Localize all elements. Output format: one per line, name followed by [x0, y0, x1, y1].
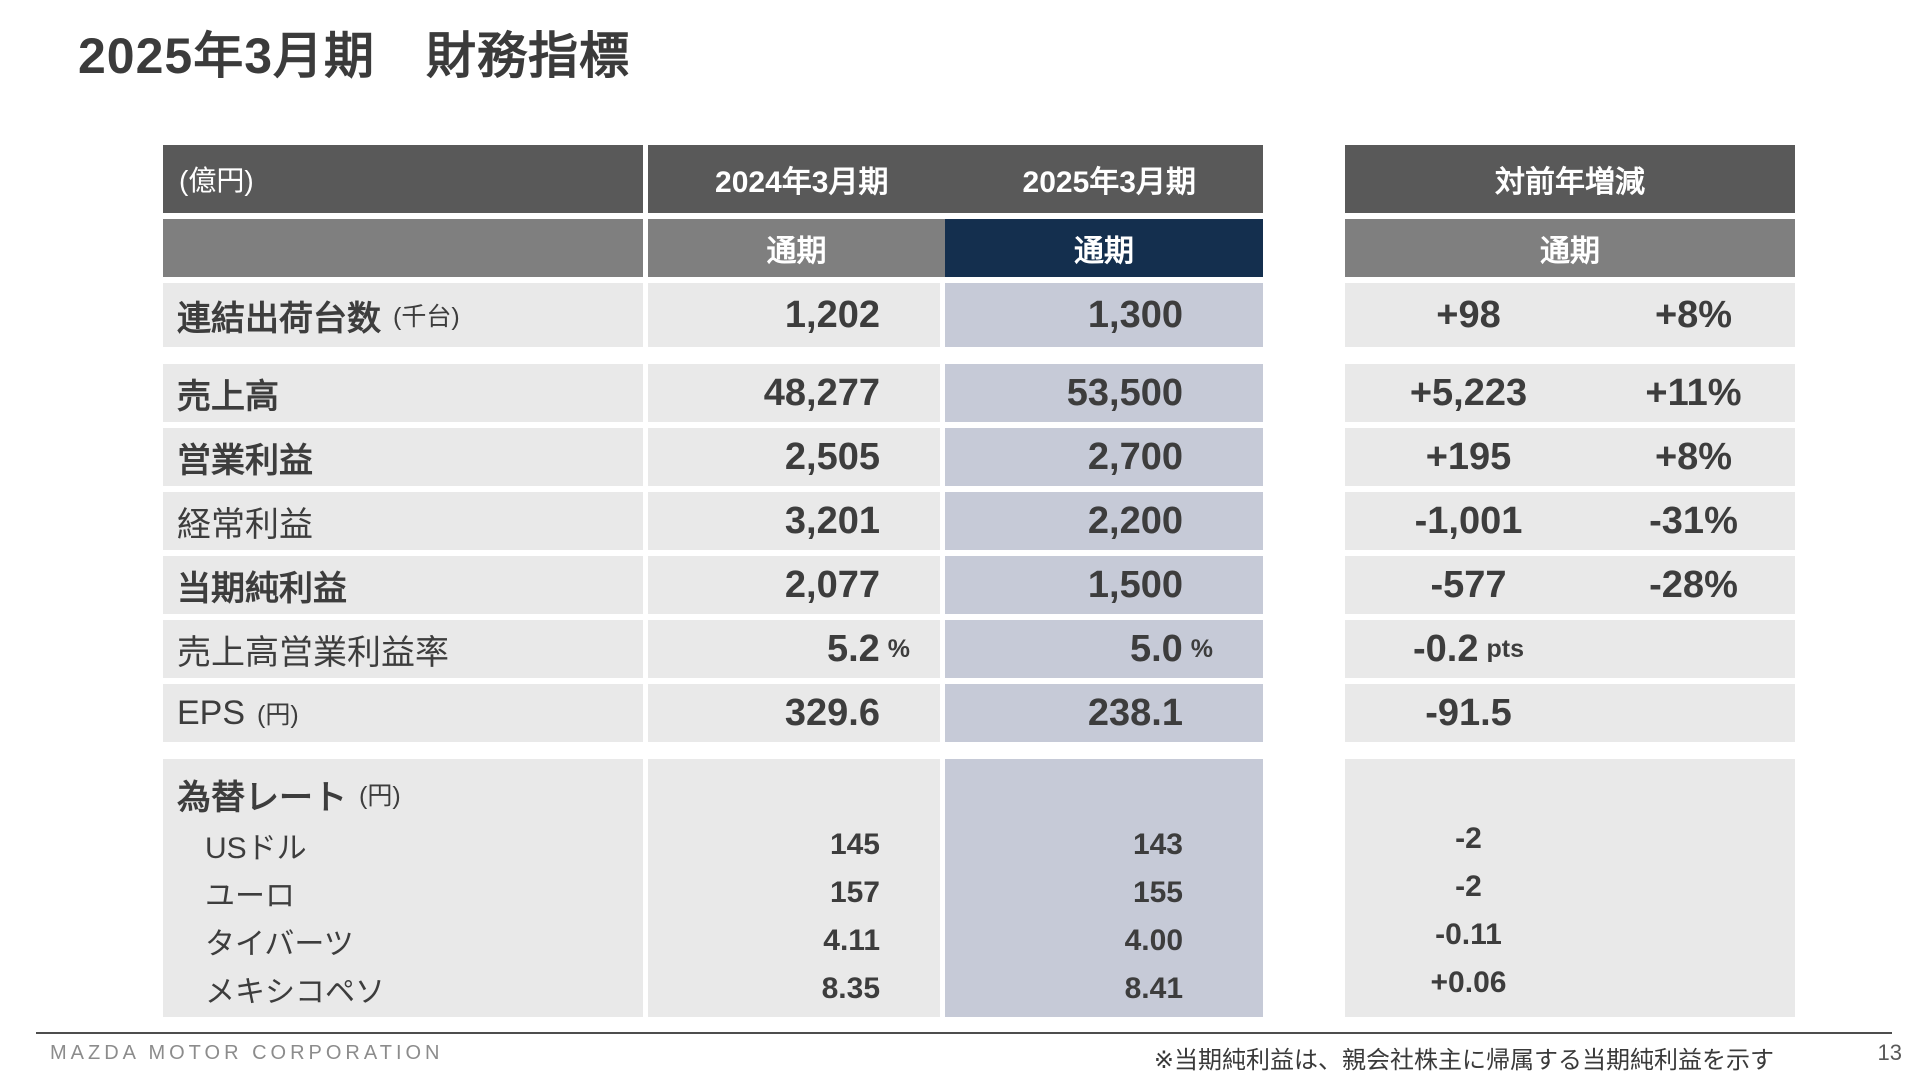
fx-change-mxn: +0.06 — [1430, 966, 1507, 999]
yoy-header: 対前年増減 — [1345, 145, 1795, 213]
footer-divider — [36, 1032, 1892, 1034]
fx-currency-thb: タイバーツ — [205, 928, 354, 961]
table-header-row: (億円) 2024年3月期 2025年3月期 — [163, 145, 1263, 213]
yoy-row-operating-profit: +195 +8% — [1345, 428, 1795, 486]
yoy-row-ordinary-profit: -1,001 -31% — [1345, 492, 1795, 550]
percent-unit: % — [1190, 634, 1213, 663]
row-label: 売上高営業利益率 — [163, 620, 643, 678]
fx-change-thb: -0.11 — [1435, 918, 1502, 951]
footer-company-name: MAZDA MOTOR CORPORATION — [50, 1042, 444, 1064]
unit-header-cell: (億円) — [163, 145, 643, 213]
row-label: 売上高 — [163, 364, 643, 422]
period-spacer-cell — [163, 219, 643, 277]
change-value: +5,223 — [1409, 371, 1528, 414]
fx-change-eur: -2 — [1455, 870, 1482, 903]
change-value: -91.5 — [1425, 691, 1512, 734]
yoy-row-net-income: -577 -28% — [1345, 556, 1795, 614]
fx-change-usd: -2 — [1455, 822, 1482, 855]
fy2025-value: 5.0 % — [945, 620, 1263, 678]
fy2025-value: 238.1 — [945, 684, 1263, 742]
row-label-unit: (千台) — [393, 303, 460, 331]
table-row-net-income: 当期純利益 2,077 1,500 — [163, 556, 1263, 614]
yoy-period-header: 通期 — [1345, 219, 1795, 277]
fy2024-value: 2,505 — [648, 428, 940, 486]
fx-mxn-2025: 8.41 — [1124, 972, 1183, 1005]
period-header-row: 通期 通期 — [163, 219, 1263, 277]
percent-unit: % — [887, 634, 910, 663]
change-value: +195 — [1425, 435, 1512, 478]
fx-usd-2025: 143 — [1132, 828, 1183, 861]
table-row-operating-profit: 営業利益 2,505 2,700 — [163, 428, 1263, 486]
fy2025-value: 2,700 — [945, 428, 1263, 486]
fy2025-value: 53,500 — [945, 364, 1263, 422]
table-row-ordinary-profit: 経常利益 3,201 2,200 — [163, 492, 1263, 550]
row-label: 当期純利益 — [163, 556, 643, 614]
period-2025-cell: 通期 — [945, 219, 1263, 277]
period-cells: 通期 通期 — [648, 219, 1263, 277]
financial-table: (億円) 2024年3月期 2025年3月期 通期 通期 連結出荷台数 — [163, 145, 1263, 1017]
change-percent: -28% — [1649, 563, 1738, 606]
yoy-row-operating-margin: -0.2 pts — [1345, 620, 1795, 678]
row-label: 経常利益 — [163, 492, 643, 550]
year-2024-header: 2024年3月期 — [715, 166, 889, 199]
table-block-fx-rates: 為替レート (円) USドル ユーロ タイバーツ メキシコペソ 145 157 … — [163, 759, 1263, 1017]
table-row-eps: EPS (円) 329.6 238.1 — [163, 684, 1263, 742]
fx-thb-2024: 4.11 — [823, 924, 880, 957]
fx-currency-usd: USドル — [205, 832, 307, 865]
fx-currency-eur: ユーロ — [205, 880, 295, 913]
change-percent: -31% — [1649, 499, 1738, 542]
fx-thb-2025: 4.00 — [1124, 924, 1183, 957]
fx-label-unit: (円) — [359, 782, 401, 810]
period-2024-cell: 通期 — [648, 219, 945, 277]
table-row-operating-margin: 売上高営業利益率 5.2 % 5.0 % — [163, 620, 1263, 678]
change-percent: +11% — [1645, 371, 1742, 414]
fx-fy2025-cell: 143 155 4.00 8.41 — [945, 759, 1263, 1017]
table-row-shipments: 連結出荷台数 (千台) 1,202 1,300 — [163, 283, 1263, 347]
footer-footnote: ※当期純利益は、親会社株主に帰属する当期純利益を示す — [1153, 1047, 1774, 1074]
yoy-row-shipments: +98 +8% — [1345, 283, 1795, 347]
yoy-row-revenue: +5,223 +11% — [1345, 364, 1795, 422]
change-percent — [1592, 620, 1795, 678]
change-percent — [1592, 684, 1795, 742]
fx-currency-mxn: メキシコペソ — [205, 976, 385, 1009]
change-value: -577 — [1430, 563, 1507, 606]
fx-eur-2024: 157 — [829, 876, 880, 909]
fx-block-label: 為替レート (円) — [163, 767, 643, 821]
fy2024-value: 329.6 — [648, 684, 940, 742]
fx-fy2024-cell: 145 157 4.11 8.35 — [648, 759, 940, 1017]
pts-unit: pts — [1486, 634, 1524, 663]
fy2025-value: 2,200 — [945, 492, 1263, 550]
row-label: 連結出荷台数 (千台) — [163, 283, 643, 347]
fy2025-value: 1,300 — [945, 283, 1263, 347]
table-row-revenue: 売上高 48,277 53,500 — [163, 364, 1263, 422]
fy2024-value: 2,077 — [648, 556, 940, 614]
page-title: 2025年3月期 財務指標 — [78, 28, 631, 84]
fx-eur-2025: 155 — [1132, 876, 1183, 909]
yoy-change-table: 対前年増減 通期 +98 +8% +5,223 +11% +195 +8% -1… — [1345, 145, 1795, 1017]
change-percent: +8% — [1654, 293, 1733, 336]
row-label-unit: (円) — [257, 701, 299, 729]
fx-usd-2024: 145 — [829, 828, 880, 861]
fy2025-value: 1,500 — [945, 556, 1263, 614]
change-value: +98 — [1436, 293, 1501, 336]
change-value: -1,001 — [1414, 499, 1523, 542]
fx-label-cell: 為替レート (円) USドル ユーロ タイバーツ メキシコペソ — [163, 759, 643, 1017]
yoy-block-fx: -2 -2 -0.11 +0.06 — [1345, 759, 1795, 1017]
fy2024-value: 3,201 — [648, 492, 940, 550]
change-value: -0.2 pts — [1413, 627, 1524, 670]
year-2025-header: 2025年3月期 — [1022, 166, 1196, 199]
yoy-row-eps: -91.5 — [1345, 684, 1795, 742]
year-header-cells: 2024年3月期 2025年3月期 — [648, 145, 1263, 213]
fx-mxn-2024: 8.35 — [821, 972, 880, 1005]
row-label: 営業利益 — [163, 428, 643, 486]
fy2024-value: 48,277 — [648, 364, 940, 422]
fy2024-value: 1,202 — [648, 283, 940, 347]
change-percent: +8% — [1654, 435, 1733, 478]
fy2024-value: 5.2 % — [648, 620, 940, 678]
row-label: EPS (円) — [163, 684, 643, 742]
page-number: 13 — [1877, 1040, 1902, 1065]
unit-header-label: (億円) — [179, 165, 254, 196]
